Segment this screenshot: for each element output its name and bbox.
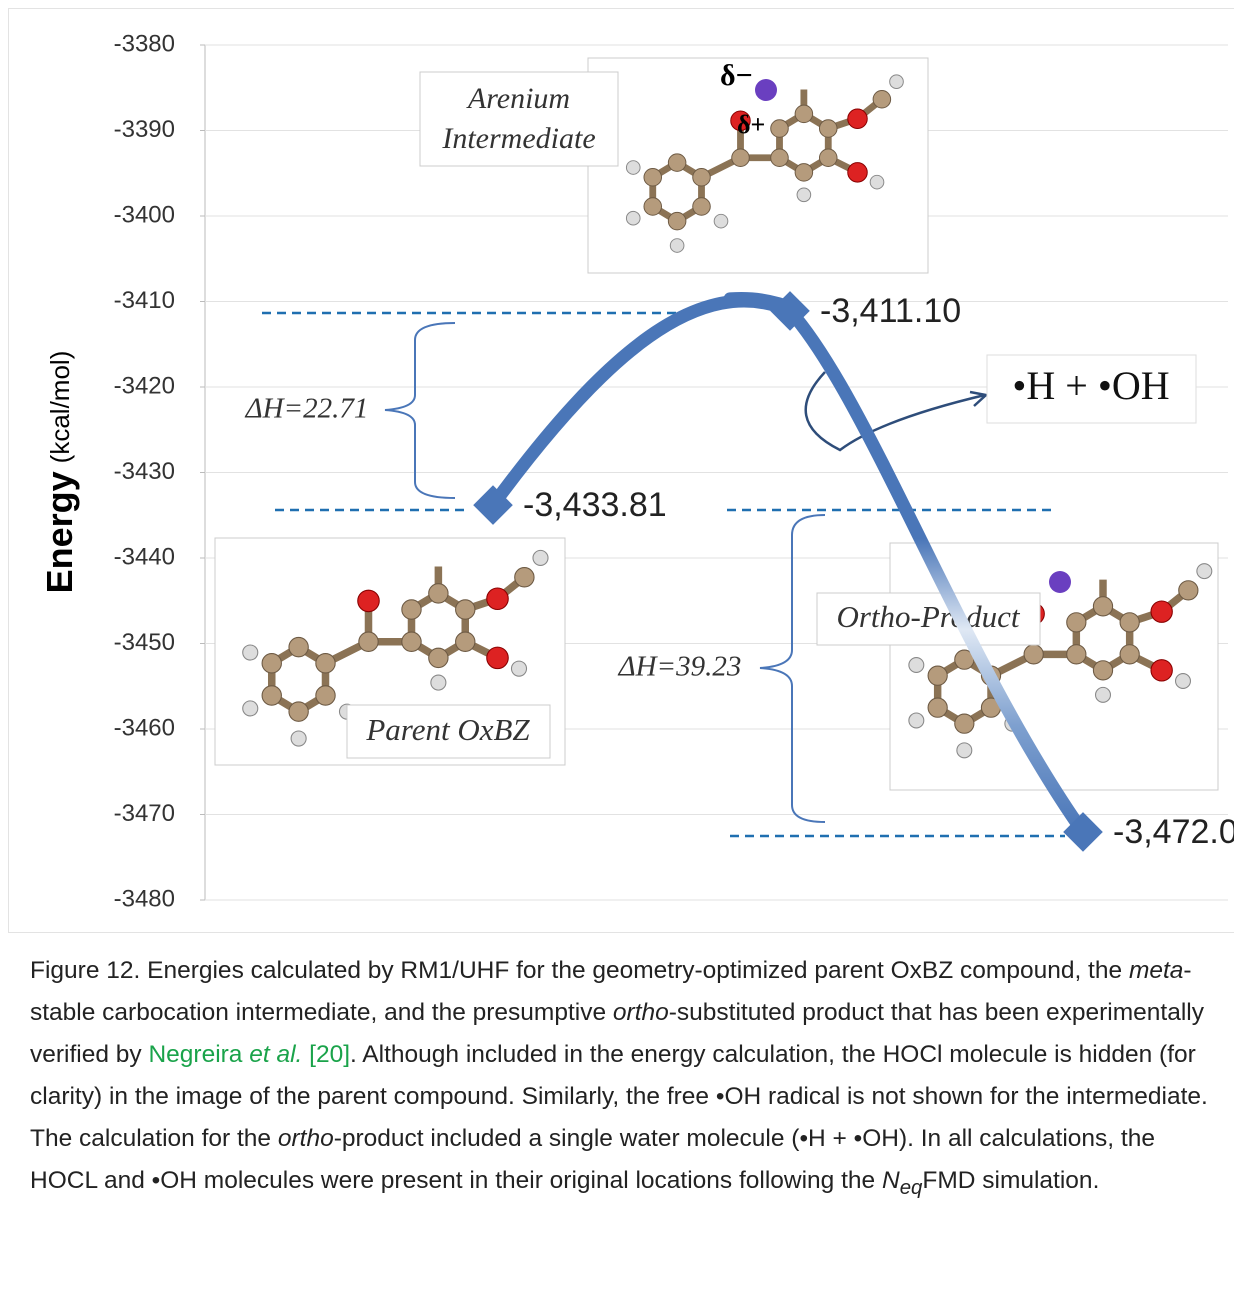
caption-text: meta <box>1129 957 1183 984</box>
y-tick-label: -3410 <box>114 287 175 314</box>
y-axis-label: Energy (kcal/mol) <box>39 351 80 594</box>
delta-plus: δ+ <box>737 110 765 139</box>
page: {"chart_data": {"type": "line", "color":… <box>0 0 1234 1302</box>
annotation: ΔH=39.23 <box>618 651 742 683</box>
annotation: •H + •OH <box>1012 363 1169 408</box>
value-label: -3,433.81 <box>523 486 667 524</box>
y-tick-label: -3450 <box>114 629 175 656</box>
annotation: Parent OxBZ <box>365 712 530 747</box>
annotation: Intermediate <box>441 122 595 155</box>
citation[interactable]: Negreira <box>148 1041 249 1068</box>
caption-text: N <box>882 1167 900 1194</box>
value-label: -3,411.10 <box>820 292 961 330</box>
y-tick-label: -3380 <box>114 30 175 57</box>
y-tick-label: -3420 <box>114 372 175 399</box>
chart: -3380 -3390 -3400 -3410 -3420 -3430 -3440 -3450… <box>0 0 1234 940</box>
annotation: Ortho-Product <box>836 599 1020 634</box>
caption: Figure 12. Energies calculated by RM1/UH… <box>30 950 1225 1209</box>
y-tick-label: -3390 <box>114 116 175 143</box>
caption-text: Figure 12. Energies calculated by RM1/UH… <box>30 957 1129 984</box>
y-label-unit: (kcal/mol) <box>45 351 75 464</box>
line <box>493 301 790 505</box>
citation[interactable]: et al. <box>249 1041 302 1068</box>
page-body: -3380 -3390 -3400 -3410 -3420 -3430 -3440 -3450… <box>0 0 1234 1302</box>
annotation: ΔH=22.71 <box>245 393 369 425</box>
caption-text: ortho <box>278 1125 334 1152</box>
caption-text: eq <box>900 1177 923 1199</box>
annotation: Arenium <box>466 82 570 115</box>
caption-text: FMD simulation. <box>922 1167 1099 1194</box>
citation[interactable]: [20] <box>302 1041 350 1068</box>
molecule-intermediate: δ− δ+ <box>588 58 928 273</box>
y-tick-label: -3470 <box>114 800 175 827</box>
y-label-main: Energy <box>39 471 80 593</box>
y-tick-label: -3430 <box>114 458 175 485</box>
caption-text: ortho <box>613 999 669 1026</box>
y-tick-label: -3480 <box>114 885 175 912</box>
y-tick-label: -3400 <box>114 201 175 228</box>
y-tick-label: -3460 <box>114 714 175 741</box>
delta-minus: δ− <box>720 59 753 92</box>
value-label: -3,472.04 <box>1113 813 1234 851</box>
y-tick-label: -3440 <box>114 543 175 570</box>
